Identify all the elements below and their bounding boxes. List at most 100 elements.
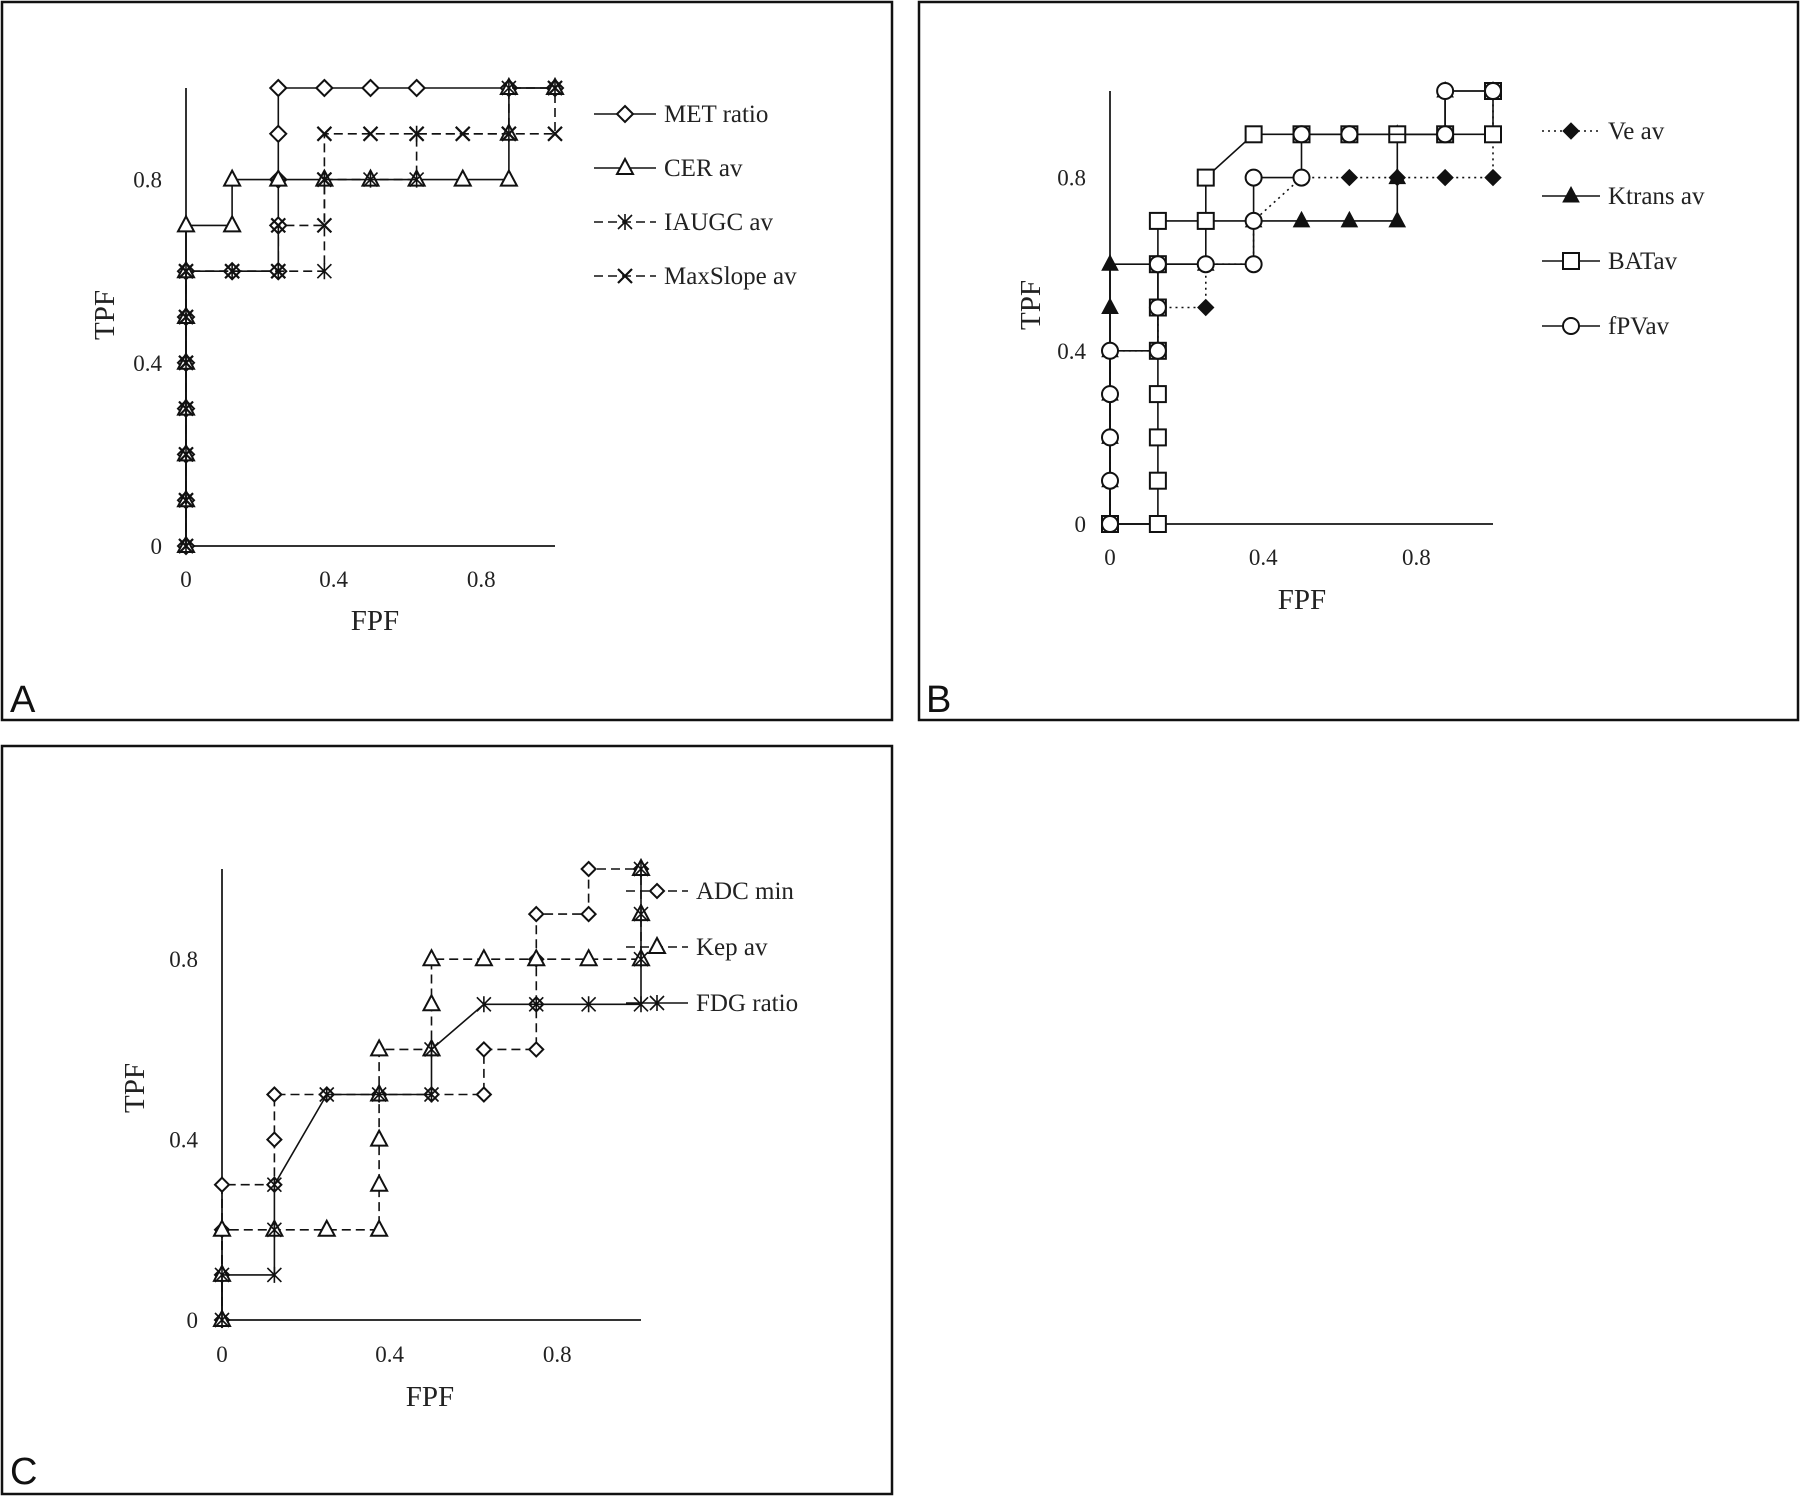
series-line <box>1109 90 1493 524</box>
data-point <box>369 1218 389 1237</box>
data-point <box>213 1176 231 1194</box>
data-point <box>178 538 194 554</box>
data-point <box>178 492 194 508</box>
series-fdg-ratio <box>214 861 649 1328</box>
data-point <box>270 217 287 234</box>
data-point <box>1484 125 1502 144</box>
data-point <box>1148 211 1167 230</box>
series-line <box>185 87 555 546</box>
data-point <box>314 78 334 98</box>
data-point <box>1484 168 1502 187</box>
data-point <box>1101 428 1119 447</box>
data-point <box>369 1128 389 1147</box>
data-point <box>1340 168 1359 187</box>
data-point <box>178 355 194 371</box>
data-point <box>371 1086 387 1103</box>
data-point <box>648 882 666 900</box>
data-point <box>1101 341 1119 360</box>
data-point <box>1148 255 1167 274</box>
data-point <box>316 126 333 142</box>
data-point <box>1292 168 1311 187</box>
panel-a-ytick: 0 <box>151 534 163 559</box>
panel-a-xtick: 0.4 <box>319 567 348 592</box>
data-point <box>1101 515 1119 533</box>
panel-a-frame <box>0 0 894 722</box>
series-line <box>185 87 555 546</box>
data-point <box>1101 385 1119 404</box>
data-point <box>212 1218 232 1237</box>
series-line <box>185 87 555 546</box>
data-point <box>176 214 196 233</box>
data-point <box>407 78 427 98</box>
data-point <box>316 263 332 280</box>
data-point <box>476 996 492 1013</box>
legend-label-maxslope-av: MaxSlope av <box>664 263 797 290</box>
data-point <box>362 126 379 142</box>
data-point <box>1292 125 1311 144</box>
legend-label-cer-av: CER av <box>664 155 743 182</box>
data-point <box>265 1131 283 1149</box>
data-point <box>615 104 635 124</box>
data-point <box>578 948 599 967</box>
data-point <box>1244 125 1263 144</box>
data-point <box>1197 298 1215 317</box>
data-point <box>1244 255 1263 274</box>
data-point <box>1148 298 1167 317</box>
data-point <box>475 1086 493 1103</box>
panel-c-xtick: 0 <box>216 1342 228 1367</box>
panel-c-frame <box>0 744 894 1496</box>
data-point <box>316 217 333 234</box>
data-point <box>1148 341 1167 360</box>
panel-a: A FPF TPF 0 0.4 0.8 0 0.4 0.8 MET ratio … <box>0 0 894 722</box>
data-point <box>501 126 517 142</box>
panel-a-label: A <box>10 679 36 721</box>
data-point <box>1484 82 1502 100</box>
series-maxslope-av <box>178 80 563 554</box>
data-point <box>214 1266 230 1283</box>
legend-label-adc-min: ADC min <box>696 878 794 905</box>
panel-a-xtick: 0 <box>180 567 192 592</box>
data-point <box>319 1086 335 1103</box>
data-point <box>633 951 649 968</box>
data-point <box>615 156 635 175</box>
data-point <box>1101 471 1119 490</box>
legend-label-batav: BATav <box>1608 248 1678 275</box>
data-point <box>647 935 667 954</box>
data-point <box>454 126 471 142</box>
panel-a-xtick: 0.8 <box>467 567 496 592</box>
data-point <box>649 995 665 1011</box>
data-point <box>527 1040 545 1058</box>
data-point <box>1292 210 1311 228</box>
panel-a-xlabel: FPF <box>351 605 399 637</box>
panel-a-ytick: 0.4 <box>133 351 162 376</box>
legend-label-ve-av: Ve av <box>1608 118 1665 145</box>
data-point <box>178 309 194 325</box>
data-point <box>423 1086 440 1103</box>
panel-b-ytick: 0.4 <box>1057 339 1086 364</box>
data-point <box>361 78 380 98</box>
data-point <box>1244 168 1263 187</box>
legend-label-kep-av: Kep av <box>696 934 768 961</box>
data-point <box>421 993 442 1012</box>
data-point <box>547 126 563 142</box>
panel-b-xtick: 0 <box>1104 545 1116 570</box>
data-point <box>475 1040 493 1058</box>
data-point <box>421 948 442 967</box>
series-met-ratio <box>176 78 565 556</box>
data-point <box>1148 385 1167 404</box>
data-point <box>633 861 649 877</box>
data-point <box>369 1038 389 1057</box>
series-fpvav <box>1101 82 1502 533</box>
data-point <box>1388 167 1407 185</box>
data-point <box>1196 211 1215 230</box>
data-point <box>409 171 425 188</box>
panel-b-xtick: 0.4 <box>1249 545 1278 570</box>
data-point <box>528 996 544 1013</box>
panel-b: B FPF TPF 0 0.4 0.8 0 0.4 0.8 Ve av Ktra… <box>917 0 1800 722</box>
series-line <box>185 88 556 546</box>
panel-b-xlabel: FPF <box>1278 584 1326 616</box>
data-point <box>266 1266 282 1283</box>
data-point <box>1196 168 1215 187</box>
data-point <box>453 168 473 187</box>
panel-c-label: C <box>10 1451 37 1493</box>
